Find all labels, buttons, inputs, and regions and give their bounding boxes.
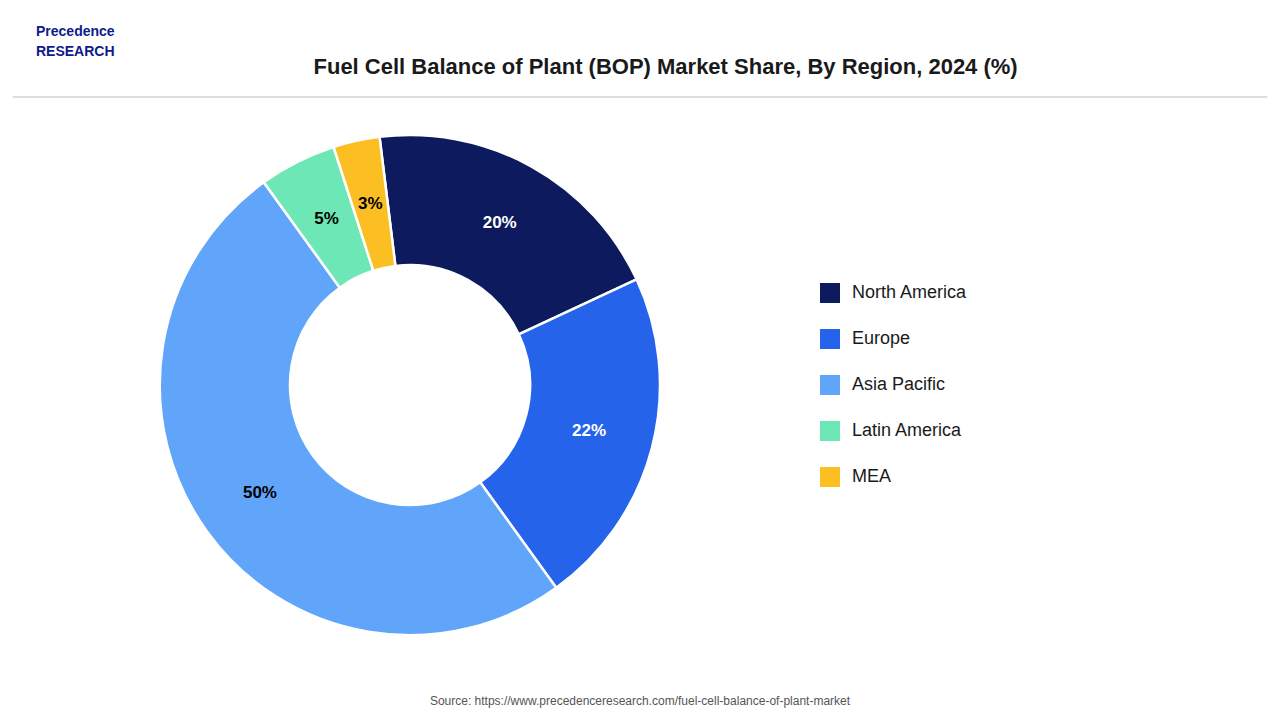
legend-swatch (820, 375, 840, 395)
source-note: Source: https://www.precedenceresearch.c… (430, 694, 851, 708)
legend-label: Asia Pacific (852, 374, 945, 394)
separator (13, 96, 1267, 97)
slice (334, 137, 396, 271)
data-label: 3% (358, 194, 383, 213)
donut (160, 135, 660, 635)
logo-text: RESEARCH (36, 43, 115, 59)
data-labels: 20% 22% 50% 5% 3% (243, 194, 606, 502)
legend-label: Europe (852, 328, 910, 348)
legend-swatch (820, 283, 840, 303)
data-label: 22% (572, 421, 606, 440)
data-label: 5% (314, 209, 339, 228)
legend-swatch (820, 329, 840, 349)
legend-swatch (820, 467, 840, 487)
logo-text: Precedence (36, 23, 115, 39)
legend-label: Latin America (852, 420, 962, 440)
legend-label: MEA (852, 466, 891, 486)
legend-label: North America (852, 282, 967, 302)
title: Fuel Cell Balance of Plant (BOP) Market … (314, 54, 1018, 79)
data-label: 50% (243, 483, 277, 502)
background (0, 0, 1280, 720)
legend: North America Europe Asia Pacific Latin Ame… (820, 282, 967, 487)
legend-swatch (820, 421, 840, 441)
data-label: 20% (483, 213, 517, 232)
chart-root: Fuel Cell Balance of Plant (BOP) Market … (0, 0, 1280, 720)
